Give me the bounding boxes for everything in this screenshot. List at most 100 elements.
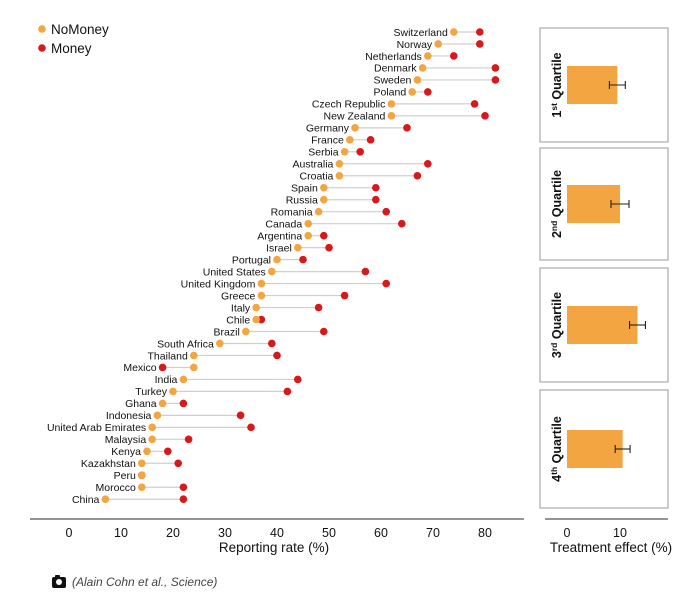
dumbbell-plot: SwitzerlandNorwayNetherlandsDenmarkSwede… (30, 27, 524, 555)
money-point (424, 159, 432, 168)
money-point (470, 100, 479, 108)
country-label: Denmark (374, 63, 417, 75)
quartile-panel (539, 27, 669, 143)
country-label: Turkey (135, 386, 167, 398)
treatment-bar (567, 306, 638, 344)
money-point (320, 327, 328, 336)
money-point (382, 279, 391, 288)
x-tick-label: 70 (426, 526, 440, 540)
country-label: Argentina (257, 230, 302, 242)
x-tick-label: 10 (114, 526, 128, 540)
nomoney-point (257, 279, 266, 288)
money-point (247, 423, 255, 432)
country-label: United States (203, 266, 266, 278)
nomoney-point (138, 483, 146, 492)
treatment-x-tick-label: 10 (613, 526, 627, 540)
x-tick-label: 60 (374, 526, 388, 540)
country-label: China (72, 494, 100, 506)
country-label: Brazil (214, 326, 240, 338)
country-label: Morocco (96, 482, 136, 494)
nomoney-point (320, 183, 328, 192)
nomoney-point (268, 267, 276, 276)
country-label: Greece (221, 290, 256, 302)
country-label: Mexico (123, 362, 156, 374)
quartile-panel (539, 267, 669, 383)
x-tick-label: 30 (218, 526, 232, 540)
nomoney-point (242, 327, 250, 336)
money-point (299, 255, 307, 264)
nomoney-point (101, 495, 110, 504)
country-label: Ghana (125, 398, 157, 410)
nomoney-point (148, 435, 156, 444)
money-point (481, 112, 489, 120)
money-point (164, 447, 172, 456)
country-label: India (155, 374, 178, 386)
nomoney-point (179, 375, 188, 384)
nomoney-point (408, 88, 417, 96)
treatment-bar (567, 430, 623, 468)
x-tick-label: 20 (166, 526, 180, 540)
money-point (424, 88, 432, 96)
x-tick-label: 0 (66, 526, 73, 540)
treatment-x-axis-title: Treatment effect (%) (550, 540, 672, 555)
money-point (398, 219, 406, 228)
nomoney-point (335, 159, 344, 168)
money-point (283, 387, 292, 396)
money-point (325, 243, 333, 252)
nomoney-point (138, 459, 146, 468)
nomoney-point (257, 291, 266, 300)
x-tick-label: 50 (322, 526, 336, 540)
nomoney-point (148, 423, 156, 432)
country-label: Thailand (148, 350, 188, 362)
money-point (361, 267, 370, 276)
country-label: Norway (397, 39, 433, 51)
nomoney-point (304, 231, 313, 240)
legend-label-money: Money (51, 41, 92, 56)
caption-text: (Alain Cohn et al., Science) (72, 575, 218, 589)
nomoney-point (314, 207, 323, 216)
legend: NoMoney Money (38, 22, 109, 56)
money-point (236, 411, 245, 420)
country-label: Kenya (111, 446, 141, 458)
country-label: Germany (306, 123, 350, 135)
country-label: Canada (265, 218, 302, 230)
money-point (314, 303, 323, 312)
country-label: Israel (266, 242, 292, 254)
country-label: New Zealand (324, 111, 386, 123)
money-point (294, 375, 302, 384)
quartile-label: 2nd Quartile (549, 170, 564, 238)
money-point (179, 483, 188, 492)
country-label: France (311, 135, 344, 147)
quartile-label: 4th Quartile (549, 416, 564, 482)
nomoney-point (351, 124, 359, 132)
treatment-effect-plot: 1st Quartile 2nd Quartile 3rd Quartile 4th … (539, 27, 672, 555)
country-label: Malaysia (105, 434, 147, 446)
money-point (450, 52, 458, 60)
money-point (184, 435, 193, 444)
nomoney-point (216, 339, 224, 348)
nomoney-point (387, 112, 396, 120)
country-label: United Arab Emirates (47, 422, 146, 434)
money-point (257, 315, 266, 324)
camera-icon (52, 574, 66, 588)
country-label: Netherlands (365, 51, 422, 63)
money-point (382, 207, 391, 216)
money-point (179, 399, 188, 408)
country-label: Chile (226, 314, 250, 326)
nomoney-point (413, 76, 422, 84)
quartile-label: 3rd Quartile (549, 292, 564, 358)
nomoney-point (434, 40, 443, 48)
quartile-panel (539, 147, 669, 261)
nomoney-point (153, 411, 162, 420)
x-tick-label: 40 (270, 526, 284, 540)
nomoney-point (335, 171, 344, 180)
money-point (476, 40, 484, 48)
quartile-panel (539, 389, 669, 509)
money-point (403, 124, 411, 132)
treatment-x-tick-label: 0 (564, 526, 571, 540)
country-label: Portugal (232, 254, 271, 266)
nomoney-point (190, 351, 198, 360)
money-point (158, 363, 167, 372)
money-point (491, 64, 500, 72)
money-point (356, 148, 365, 156)
